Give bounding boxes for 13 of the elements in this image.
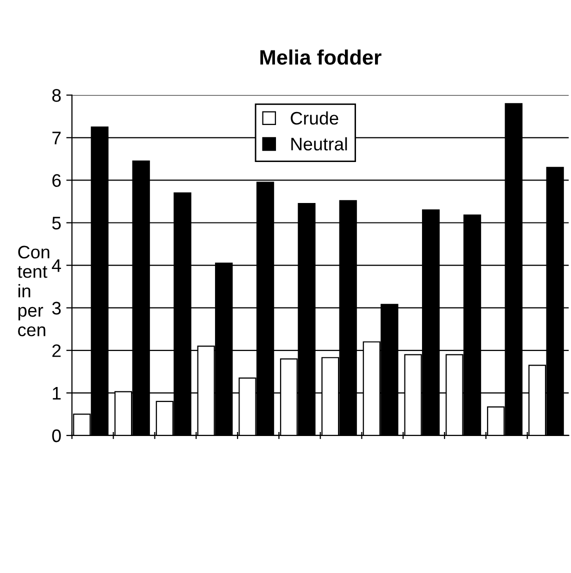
y-tick-label: 6 (52, 174, 61, 187)
y-tick-label: 2 (52, 344, 61, 357)
y-tick-label: 0 (52, 429, 61, 442)
chart-title: Melia fodder (260, 49, 382, 65)
y-tick-label: 1 (52, 387, 61, 400)
y-tick-label: 4 (52, 259, 61, 272)
y-axis-title: Con tent in per cen (18, 246, 50, 336)
y-tick-label: 8 (52, 89, 61, 102)
legend-label: Neutral (291, 137, 347, 150)
y-tick-label: 3 (52, 302, 61, 315)
y-tick-label: 7 (52, 132, 61, 144)
legend-label: Crude (290, 111, 338, 125)
y-tick-label: 5 (52, 216, 61, 230)
